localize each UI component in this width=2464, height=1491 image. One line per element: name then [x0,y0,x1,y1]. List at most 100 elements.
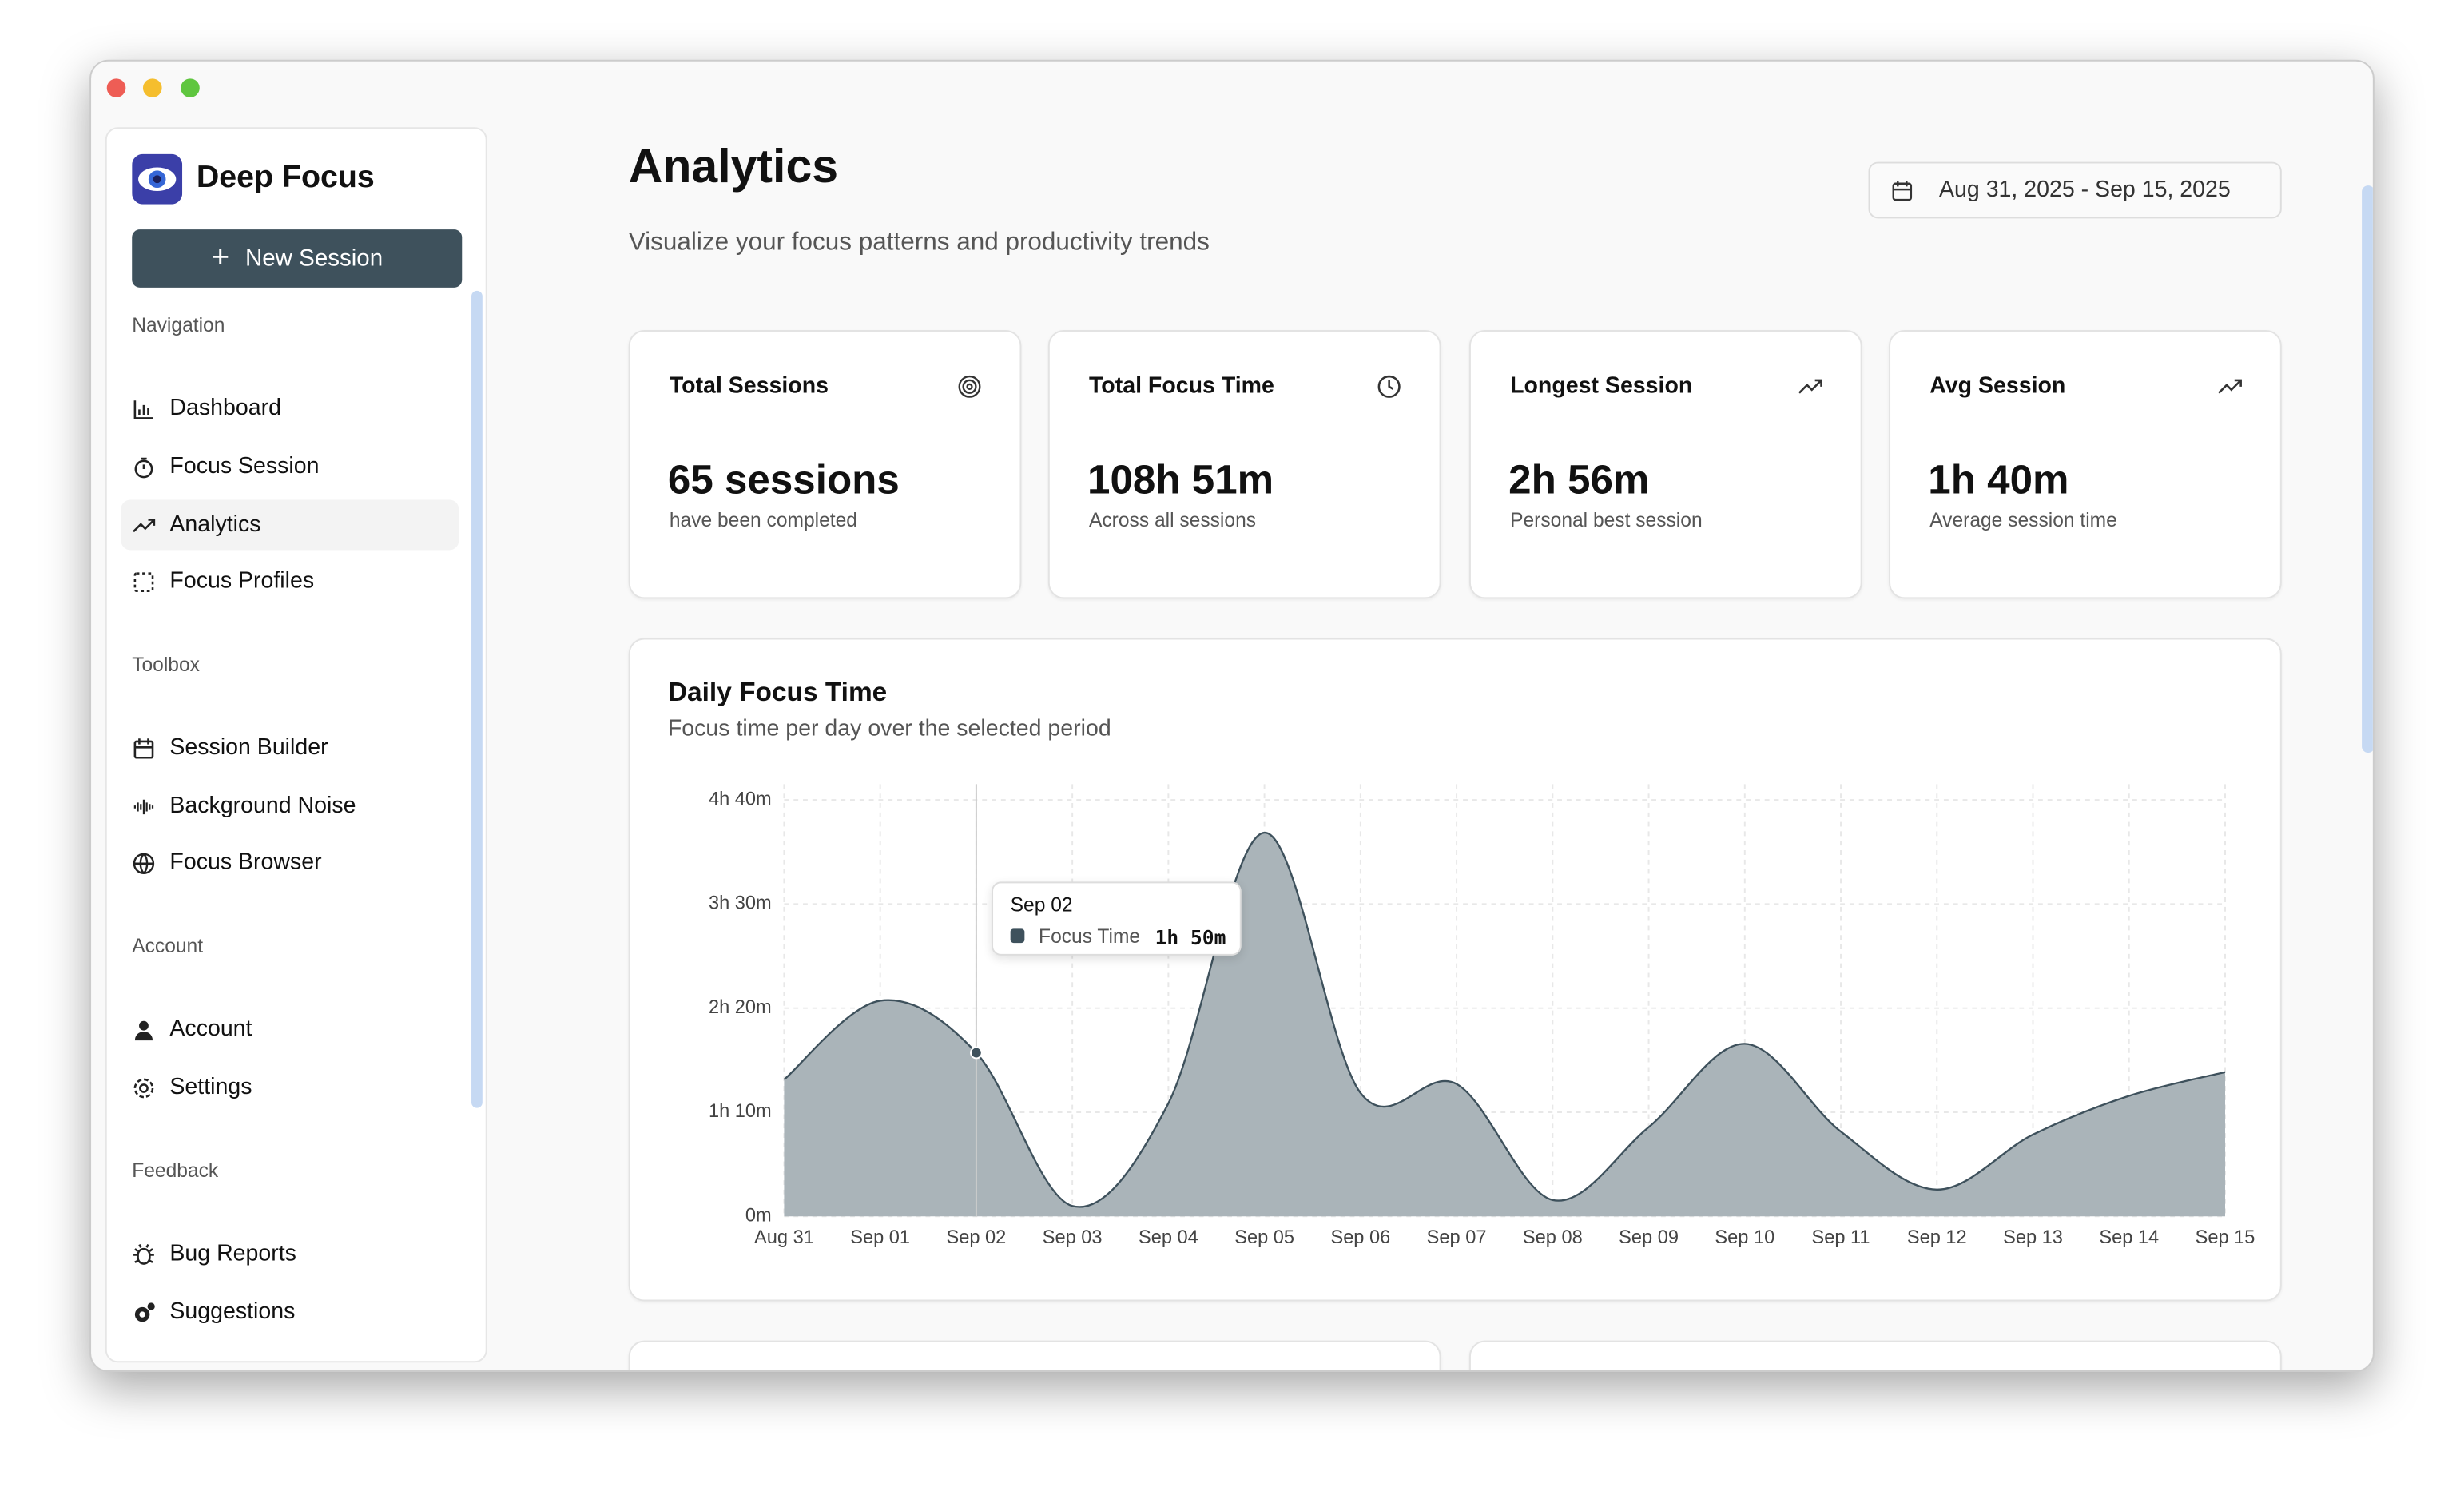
stat-caption: Personal best session [1510,509,1703,531]
chart-title: Daily Focus Time [667,677,888,708]
x-tick-label: Sep 14 [2099,1227,2159,1248]
nav-item[interactable]: Focus Session [132,443,319,491]
clock-icon [1377,375,1401,398]
x-tick-label: Sep 15 [2196,1227,2255,1248]
tooltip-title: Sep 02 [1010,894,1073,916]
stat-value: 108h 51m [1087,455,1274,503]
y-tick-label: 0m [745,1206,772,1227]
calendar-icon [1892,180,1913,201]
section-label: Account [132,935,204,957]
tooltip: Sep 02 Focus Time 1h 50m [992,881,1242,956]
stat-card: Total Focus Time 108h 51m Across all sessi… [1047,330,1441,599]
section-label: Toolbox [132,654,200,676]
nav-label: Session Builder [169,735,328,761]
minimize-button[interactable] [142,78,162,97]
x-tick-label: Sep 10 [1715,1227,1774,1248]
y-tick-label: 1h 10m [709,1101,772,1122]
nav-label: Focus Browser [169,850,322,876]
stat-caption: Average session time [1929,509,2117,531]
nav-label: Focus Session [169,454,320,479]
nav-item[interactable]: Focus Profiles [132,558,314,605]
nav-item[interactable]: Account [132,1006,252,1053]
nav-label: Focus Profiles [169,568,315,594]
chart-subtitle: Focus time per day over the selected per… [667,716,1111,742]
x-tick-label: Sep 04 [1139,1227,1198,1248]
tooltip-value: 1h 50m [1155,925,1226,949]
page-subtitle: Visualize your focus patterns and produc… [628,229,1210,256]
nav-label: Background Noise [169,793,356,819]
stat-card: Longest Session 2h 56m Personal best sessi… [1468,330,1862,599]
section-label: Navigation [132,314,225,336]
close-button[interactable] [106,78,126,97]
stat-value: 1h 40m [1928,455,2069,503]
nav-item[interactable]: Session Builder [132,725,328,772]
nav-label: Settings [169,1075,252,1100]
page-title: Analytics [628,141,839,193]
sidebar: Deep Focus + New Session Navigation Dashb… [105,127,487,1363]
x-tick-label: Sep 07 [1427,1227,1487,1248]
x-tick-label: Sep 03 [1043,1227,1103,1248]
chart-card: Daily Focus Time Focus time per day over… [628,638,2282,1302]
trend-icon [1798,379,1822,394]
date-range-picker[interactable]: Aug 31, 2025 - Sep 15, 2025 [1868,161,2282,219]
x-tick-label: Sep 13 [2003,1227,2063,1248]
x-tick-label: Sep 12 [1907,1227,1967,1248]
nav-label: Analytics [169,512,261,538]
y-tick-label: 4h 40m [709,789,772,809]
nav-label: Bug Reports [169,1241,296,1267]
nav-item[interactable]: Settings [132,1064,252,1111]
y-tick-label: 3h 30m [709,893,772,914]
nav-label: Account [169,1016,252,1042]
target-icon [958,375,981,398]
stat-card: Total Sessions 65 sessions have been compl… [628,330,1022,599]
y-tick-label: 2h 20m [709,997,772,1018]
x-tick-label: Sep 05 [1234,1227,1294,1248]
nav-item[interactable]: Analytics [132,501,261,548]
nav-item[interactable]: Background Noise [132,782,356,829]
scrollbar[interactable] [2362,185,2373,753]
x-tick-label: Sep 09 [1619,1227,1679,1248]
x-tick-label: Sep 08 [1523,1227,1583,1248]
nav-label: Suggestions [169,1299,296,1326]
x-tick-label: Aug 31 [754,1227,814,1248]
line [783,831,2226,1208]
nav-label: Dashboard [169,396,281,422]
trend-icon [2218,379,2242,394]
stat-caption: have been completed [669,509,857,531]
stat-caption: Across all sessions [1088,509,1257,531]
tooltip-swatch [1010,928,1025,944]
x-tick-label: Sep 02 [947,1227,1007,1248]
x-tick-label: Sep 01 [850,1227,910,1248]
area-chart: 0m 1h 10m 2h 20m 3h 30m 4h 40m Aug 31 Sep 01 Se… [709,784,2255,1248]
chart-card [628,1340,1441,1371]
x-tick-label: Sep 06 [1330,1227,1390,1248]
button-label: New Session [244,245,384,272]
app-logo [132,153,183,205]
stat-title: Longest Session [1510,374,1693,400]
section-label: Feedback [132,1159,219,1183]
chart-card [1468,1340,2282,1371]
nav-item[interactable]: Focus Browser [132,839,322,886]
app-name: Deep Focus [196,160,375,195]
x-tick-label: Sep 11 [1812,1227,1870,1248]
zoom-button[interactable] [181,78,200,97]
stat-value: 2h 56m [1508,455,1650,503]
nav-item[interactable]: Dashboard [132,385,281,432]
new-session-button[interactable]: + New Session [132,229,463,288]
hover-point [970,1046,983,1060]
stat-title: Total Focus Time [1088,374,1274,400]
active-highlight [121,499,459,551]
stat-title: Avg Session [1929,374,2066,400]
scrollbar[interactable] [471,290,483,1108]
stat-value: 65 sessions [667,455,900,503]
date-range: Aug 31, 2025 - Sep 15, 2025 [1939,177,2231,203]
area [784,833,2225,1217]
nav-item[interactable]: Suggestions [132,1289,295,1336]
stat-title: Total Sessions [669,374,829,400]
window: Deep Focus + New Session Navigation Dashb… [89,59,2375,1373]
stat-card: Avg Session 1h 40m Average session time [1889,330,2282,599]
tooltip-series: Focus Time [1039,925,1141,948]
nav-item[interactable]: Bug Reports [132,1231,296,1278]
